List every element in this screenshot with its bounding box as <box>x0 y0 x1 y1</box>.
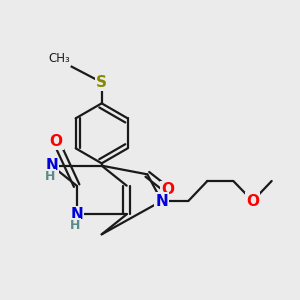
Text: N: N <box>155 194 168 208</box>
Text: O: O <box>246 194 259 208</box>
Text: CH₃: CH₃ <box>48 52 70 65</box>
Text: O: O <box>161 182 174 197</box>
Text: N: N <box>70 207 83 222</box>
Text: S: S <box>96 75 107 90</box>
Text: H: H <box>70 218 80 232</box>
Text: N: N <box>45 158 58 173</box>
Text: H: H <box>45 170 55 183</box>
Text: O: O <box>50 134 62 148</box>
